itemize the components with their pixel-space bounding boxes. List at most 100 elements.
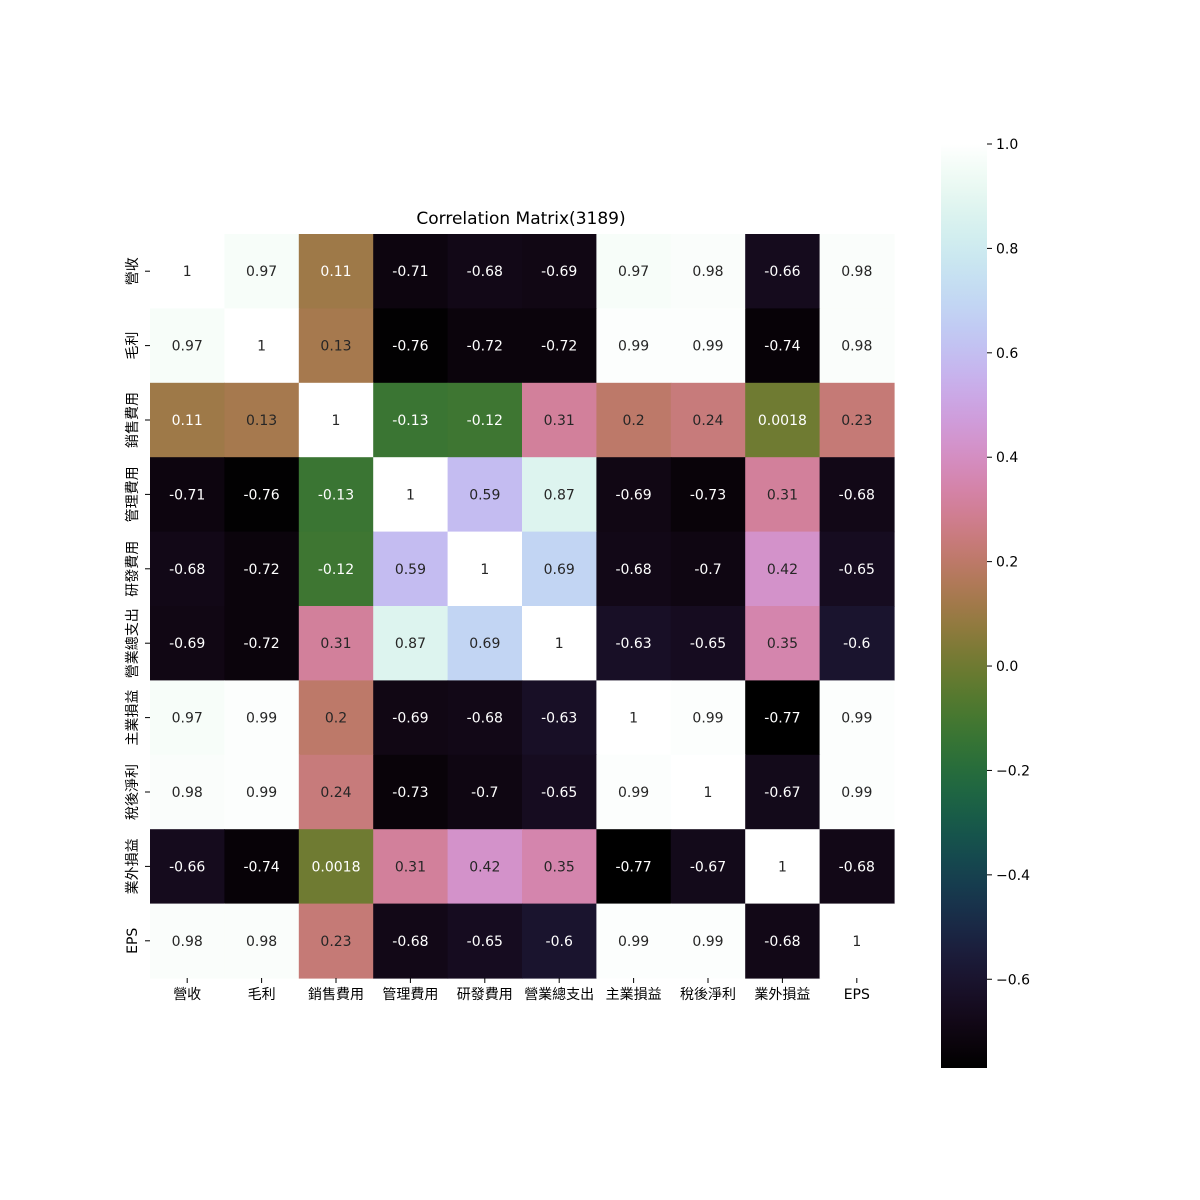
- cell-value-label: 0.11: [320, 264, 351, 280]
- heatmap-cell: [150, 680, 225, 756]
- heatmap-cell: [298, 308, 374, 384]
- heatmap-cell: [522, 457, 597, 533]
- heatmap-cell: [224, 829, 300, 905]
- heatmap-cell: [745, 457, 821, 533]
- cell-value-label: -0.74: [764, 339, 800, 355]
- heatmap-cell: [150, 754, 225, 830]
- colorbar-tick-label: −0.2: [996, 763, 1030, 779]
- cell-value-label: -0.76: [243, 487, 279, 503]
- heatmap-cell: [819, 680, 895, 756]
- cell-value-label: -0.63: [615, 636, 651, 652]
- y-tick-label: EPS: [125, 928, 141, 954]
- cell-value-label: -0.72: [467, 339, 503, 355]
- heatmap-cell: [670, 457, 746, 533]
- heatmap-cell: [298, 903, 374, 979]
- cell-value-label: 0.69: [544, 562, 575, 578]
- cell-value-label: -0.68: [467, 711, 503, 727]
- chart-title: Correlation Matrix(3189): [416, 209, 625, 229]
- y-tick-label: 營業總支出: [124, 608, 141, 678]
- heatmap-cell: [224, 754, 300, 830]
- heatmap-cell: [819, 234, 895, 309]
- heatmap-cell: [819, 903, 895, 979]
- heatmap-cell: [298, 382, 374, 458]
- x-tick-label: 主業損益: [606, 987, 662, 1003]
- heatmap-cell: [373, 457, 449, 533]
- heatmap-cell: [596, 234, 672, 309]
- y-tick-label: 業外損益: [125, 838, 141, 894]
- heatmap-cell: [522, 903, 597, 979]
- cell-value-label: 1: [183, 264, 192, 280]
- heatmap-cell: [224, 308, 300, 384]
- cell-value-label: 0.97: [246, 264, 277, 280]
- heatmap-cell: [224, 903, 300, 979]
- heatmap-cell: [298, 754, 374, 830]
- heatmap-cell: [224, 531, 300, 607]
- cell-value-label: -0.68: [839, 859, 875, 875]
- x-tick-label: 稅後淨利: [680, 987, 736, 1003]
- cell-value-label: 0.31: [767, 487, 798, 503]
- cell-value-label: -0.66: [169, 859, 205, 875]
- cell-value-label: -0.72: [243, 562, 279, 578]
- heatmap-cell: [522, 680, 597, 756]
- colorbar-tick-label: −0.4: [996, 868, 1030, 884]
- heatmap-cell: [522, 829, 597, 905]
- cell-value-label: -0.67: [690, 859, 726, 875]
- cell-value-label: 0.99: [841, 785, 872, 801]
- cell-value-label: -0.68: [839, 487, 875, 503]
- cell-value-label: 0.97: [172, 711, 203, 727]
- cell-value-label: -0.69: [169, 636, 205, 652]
- heatmap-cell: [373, 754, 449, 830]
- cell-value-label: 0.35: [544, 859, 575, 875]
- cell-value-label: -0.71: [169, 487, 205, 503]
- cell-value-label: -0.68: [615, 562, 651, 578]
- cell-value-label: 1: [852, 934, 861, 950]
- cell-value-label: 0.97: [618, 264, 649, 280]
- colorbar-tick-label: 0.4: [996, 450, 1018, 466]
- cell-value-label: 0.99: [841, 711, 872, 727]
- cell-value-label: 0.24: [692, 413, 723, 429]
- cell-value-label: -0.72: [541, 339, 577, 355]
- cell-value-label: 0.42: [469, 859, 500, 875]
- cell-value-label: 0.23: [320, 934, 351, 950]
- heatmap-cell: [447, 382, 523, 458]
- x-tick-label: 銷售費用: [308, 987, 364, 1003]
- heatmap-cell: [447, 457, 523, 533]
- cell-value-label: -0.13: [392, 413, 428, 429]
- heatmap-cell: [447, 606, 523, 681]
- heatmap-cell: [373, 234, 449, 309]
- heatmap-cell: [373, 382, 449, 458]
- cell-value-label: -0.71: [392, 264, 428, 280]
- heatmap-cell: [447, 680, 523, 756]
- cell-value-label: 1: [332, 413, 341, 429]
- cell-value-label: 1: [406, 487, 415, 503]
- cell-value-label: 0.23: [841, 413, 872, 429]
- cell-value-label: 0.31: [320, 636, 351, 652]
- heatmap-cell: [447, 531, 523, 607]
- cell-value-label: 0.98: [172, 934, 203, 950]
- heatmap-cell: [150, 903, 225, 979]
- cell-value-label: 0.99: [618, 785, 649, 801]
- heatmap-cell: [150, 382, 225, 458]
- heatmap-cell: [596, 531, 672, 607]
- cell-value-label: -0.72: [243, 636, 279, 652]
- heatmap-cell: [670, 680, 746, 756]
- cell-value-label: -0.12: [318, 562, 354, 578]
- heatmap-cell: [819, 829, 895, 905]
- heatmap-cell: [670, 754, 746, 830]
- heatmap-cell: [596, 308, 672, 384]
- heatmap-cell: [522, 531, 597, 607]
- cell-value-label: 0.99: [692, 339, 723, 355]
- cell-value-label: -0.7: [471, 785, 498, 801]
- cell-value-label: 0.69: [469, 636, 500, 652]
- heatmap-cell: [224, 457, 300, 533]
- heatmap-cell: [819, 606, 895, 681]
- heatmap-cell: [373, 829, 449, 905]
- heatmap-cell: [596, 903, 672, 979]
- x-tick-label: 研發費用: [457, 987, 513, 1003]
- cell-value-label: -0.65: [839, 562, 875, 578]
- cell-value-label: -0.68: [169, 562, 205, 578]
- heatmap-cell: [150, 531, 225, 607]
- y-tick-label: 營收: [125, 257, 141, 285]
- colorbar-tick-label: 0.2: [996, 555, 1018, 571]
- cell-value-label: 0.99: [692, 711, 723, 727]
